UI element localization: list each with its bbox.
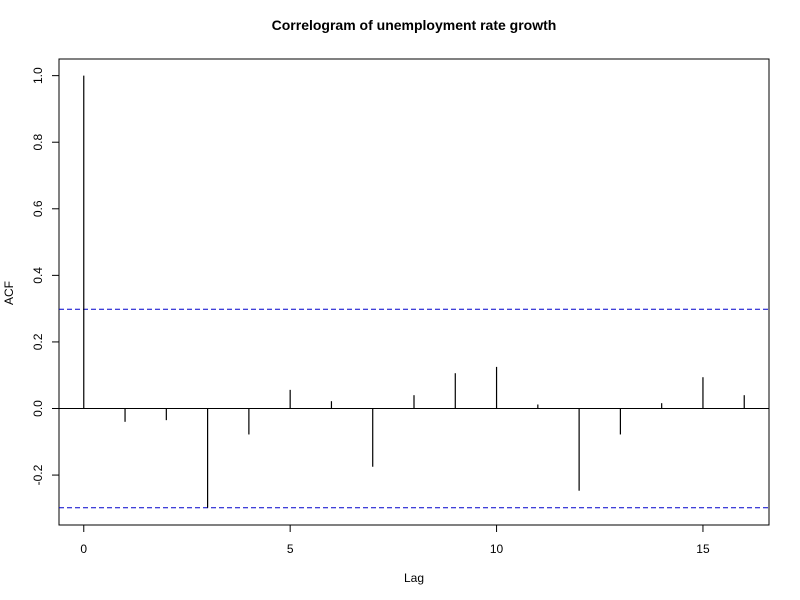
y-tick-label: 1.0 <box>31 67 45 84</box>
y-tick-label: 0.8 <box>31 134 45 151</box>
x-tick-label: 10 <box>490 542 504 556</box>
y-tick-label: 0.6 <box>31 200 45 217</box>
y-axis-label: ACF <box>2 281 16 305</box>
x-tick-label: 0 <box>80 542 87 556</box>
acf-spikes <box>59 75 769 509</box>
x-axis: 0 5 10 15 <box>80 524 710 556</box>
plot-frame <box>58 58 770 526</box>
y-tick-label: 0.2 <box>31 333 45 350</box>
y-tick-label: -0.2 <box>31 464 45 485</box>
x-axis-label: Lag <box>404 571 424 585</box>
y-tick-label: 0.4 <box>31 267 45 284</box>
y-axis: -0.2 0.0 0.2 0.4 0.6 0.8 1.0 <box>31 67 60 485</box>
x-tick-label: 5 <box>287 542 294 556</box>
x-tick-label: 15 <box>696 542 710 556</box>
y-tick-label: 0.0 <box>31 400 45 417</box>
chart-title: Correlogram of unemployment rate growth <box>271 17 557 33</box>
